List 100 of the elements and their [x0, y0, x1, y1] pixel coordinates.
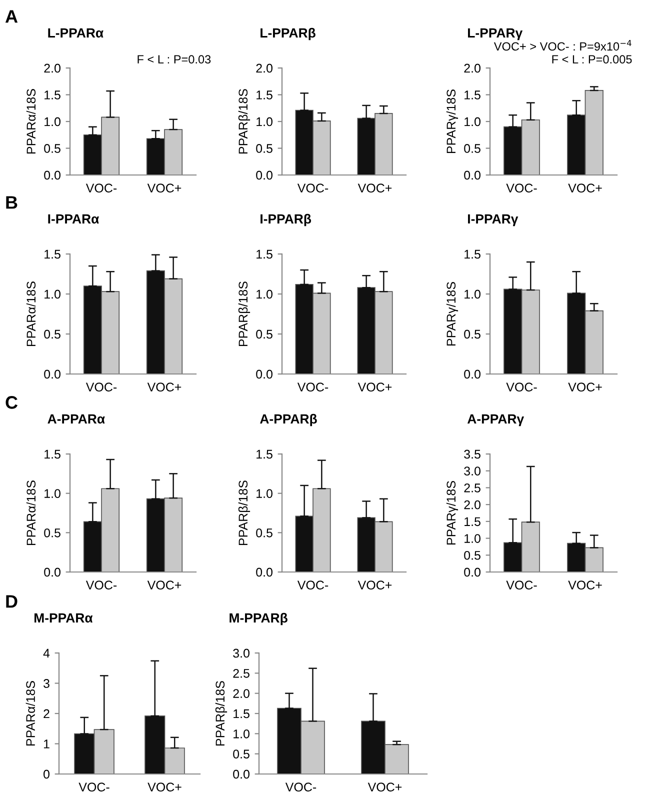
- x-tick-label: VOC+: [147, 184, 182, 193]
- y-tick-label: 1.0: [44, 290, 60, 299]
- x-tick-label: VOC+: [358, 184, 392, 193]
- y-axis-title: PPARα/18S: [26, 89, 36, 154]
- y-tick-label: 0.5: [464, 330, 480, 339]
- y-axis-title: PPARβ/18S: [215, 681, 228, 746]
- y-tick-label: 0.0: [44, 370, 60, 379]
- y-tick-label: 1.5: [44, 90, 60, 100]
- text: VOC+ > VOC- : P=9x10$^{−4}$: [494, 40, 632, 51]
- y-axis-title: PPARβ/18S: [238, 282, 250, 346]
- y-axis-title: PPARγ/18S: [446, 481, 458, 545]
- y-axis-title: PPARγ/18S: [446, 90, 458, 154]
- y-tick-label: 1.5: [44, 450, 60, 459]
- x-tick-label: VOC-: [297, 580, 328, 590]
- text: F < L : P=0.005: [552, 55, 632, 64]
- text: B: [6, 196, 18, 209]
- x-tick-label: VOC-: [506, 184, 537, 193]
- x-tick-label: VOC-: [86, 382, 117, 392]
- y-tick-label: 0.0: [44, 568, 60, 577]
- x-tick-label: VOC+: [358, 580, 392, 590]
- y-tick-label: 1.5: [464, 517, 480, 526]
- y-tick-label: 3.5: [464, 450, 480, 459]
- y-tick-label: 1.5: [256, 90, 272, 100]
- y-tick-label: 2.0: [464, 500, 480, 510]
- y-axis-title: PPARα/18S: [26, 480, 36, 546]
- y-tick-label: 1.0: [464, 534, 480, 543]
- y-axis-title: PPARα/18S: [26, 282, 36, 346]
- y-tick-label: 1.0: [44, 117, 60, 126]
- y-tick-label: 3.0: [233, 648, 250, 658]
- y-tick-label: 3.0: [464, 466, 480, 476]
- y-tick-label: 0.5: [44, 144, 60, 153]
- y-tick-label: 2: [44, 709, 50, 718]
- x-tick-label: VOC-: [297, 382, 328, 392]
- x-tick-label: VOC-: [297, 184, 328, 193]
- chart-title: I-PPARα: [48, 214, 100, 224]
- chart-title: L-PPARγ: [468, 28, 523, 40]
- y-tick-label: 0.5: [44, 528, 60, 538]
- y-tick-label: 1.5: [256, 250, 272, 259]
- y-tick-label: 0.0: [44, 170, 60, 180]
- y-tick-label: 1.5: [256, 450, 272, 459]
- y-tick-label: 2.5: [233, 668, 250, 678]
- y-tick-label: 1: [44, 740, 50, 748]
- text: C: [6, 396, 18, 409]
- x-tick-label: VOC-: [506, 580, 537, 590]
- y-tick-label: 0.0: [233, 770, 250, 779]
- x-tick-label: VOC+: [368, 782, 402, 792]
- y-tick-label: 2.0: [44, 64, 60, 73]
- chart-title: I-PPARγ: [468, 214, 518, 226]
- y-axis-title: PPARγ/18S: [446, 282, 458, 346]
- y-tick-label: 1.0: [234, 729, 250, 738]
- x-tick-label: VOC+: [568, 580, 602, 590]
- chart-title: M-PPARβ: [230, 612, 288, 626]
- y-axis-title: PPARβ/18S: [238, 89, 250, 154]
- x-tick-label: VOC+: [568, 184, 602, 193]
- y-tick-label: 0.0: [464, 170, 480, 180]
- text: A: [5, 10, 18, 23]
- y-tick-label: 1.5: [234, 709, 250, 718]
- y-tick-label: 1.0: [256, 489, 272, 498]
- y-tick-label: 1.0: [256, 290, 272, 299]
- x-tick-label: VOC+: [148, 782, 182, 792]
- y-tick-label: 0.0: [256, 568, 272, 577]
- y-tick-label: 3: [44, 679, 50, 688]
- y-tick-label: 0.0: [464, 370, 480, 379]
- y-axis-title: PPARβ/18S: [238, 480, 250, 545]
- y-tick-label: 0.5: [233, 750, 250, 758]
- x-tick-label: VOC+: [358, 382, 392, 392]
- x-tick-label: VOC-: [285, 782, 316, 792]
- text: F < L : P=0.03: [138, 55, 211, 64]
- y-tick-label: 4: [43, 648, 50, 658]
- y-tick-label: 0.5: [256, 144, 272, 153]
- y-tick-label: 2.0: [256, 64, 272, 73]
- chart-title: A-PPARβ: [260, 414, 317, 426]
- y-tick-label: 0.5: [256, 330, 272, 339]
- y-tick-label: 1.5: [44, 250, 60, 259]
- x-tick-label: VOC+: [568, 382, 602, 392]
- chart-title: L-PPARβ: [260, 28, 316, 40]
- y-tick-label: 2.0: [464, 64, 480, 73]
- y-tick-label: 0.5: [464, 550, 480, 560]
- chart-title: A-PPARγ: [467, 414, 524, 426]
- y-tick-label: 2.5: [464, 484, 480, 492]
- chart-title: M-PPARα: [34, 613, 93, 623]
- chart-title: I-PPARβ: [260, 214, 312, 226]
- x-tick-label: VOC-: [506, 382, 537, 392]
- y-tick-label: 2.0: [233, 689, 250, 698]
- y-tick-label: 1.0: [464, 290, 480, 299]
- y-tick-label: 1.5: [464, 250, 480, 259]
- x-tick-label: VOC-: [86, 580, 117, 590]
- y-tick-label: 0.5: [44, 330, 60, 339]
- y-tick-label: 0.0: [256, 370, 272, 379]
- chart-title: A-PPARα: [48, 414, 105, 424]
- y-tick-label: 0.5: [256, 528, 272, 538]
- y-axis-title: PPARα/18S: [26, 681, 35, 746]
- y-tick-label: 1.0: [44, 489, 60, 498]
- y-tick-label: 0: [44, 770, 50, 779]
- y-tick-label: 1.0: [256, 117, 272, 126]
- y-tick-label: 1.5: [464, 90, 480, 100]
- y-tick-label: 0.0: [256, 170, 272, 180]
- chart-title: L-PPARα: [48, 28, 104, 38]
- x-tick-label: VOC+: [147, 580, 182, 590]
- x-tick-label: VOC-: [86, 184, 117, 193]
